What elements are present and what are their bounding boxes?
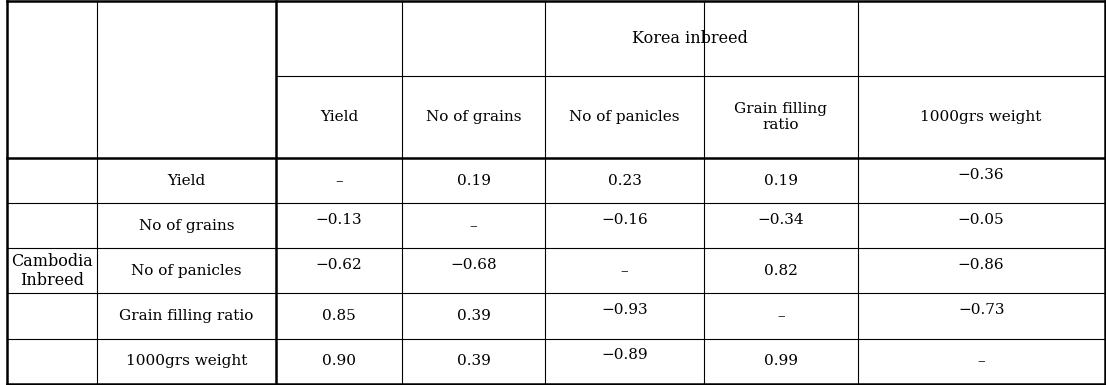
Text: –: – — [620, 264, 628, 278]
Text: 0.85: 0.85 — [322, 309, 356, 323]
Text: −0.62: −0.62 — [315, 258, 363, 272]
Text: −0.16: −0.16 — [601, 213, 648, 227]
Text: 0.19: 0.19 — [764, 174, 797, 187]
Text: Korea inbreed: Korea inbreed — [633, 30, 749, 47]
Text: 0.99: 0.99 — [764, 354, 797, 368]
Text: Yield: Yield — [320, 110, 358, 124]
Text: 1000grs weight: 1000grs weight — [920, 110, 1042, 124]
Text: 0.19: 0.19 — [457, 174, 491, 187]
Text: −0.13: −0.13 — [316, 213, 363, 227]
Text: Grain filling
ratio: Grain filling ratio — [734, 102, 827, 132]
Text: No of panicles: No of panicles — [570, 110, 680, 124]
Text: −0.86: −0.86 — [958, 258, 1004, 272]
Text: −0.34: −0.34 — [758, 213, 804, 227]
Text: Yield: Yield — [167, 174, 206, 187]
Text: 0.39: 0.39 — [457, 309, 490, 323]
Text: Cambodia
Inbreed: Cambodia Inbreed — [11, 253, 93, 289]
Text: 1000grs weight: 1000grs weight — [126, 354, 248, 368]
Text: −0.05: −0.05 — [958, 213, 1004, 227]
Text: –: – — [978, 354, 985, 368]
Text: –: – — [335, 174, 343, 187]
Text: −0.89: −0.89 — [602, 348, 648, 362]
Text: Grain filling ratio: Grain filling ratio — [119, 309, 253, 323]
Text: 0.39: 0.39 — [457, 354, 490, 368]
Text: 0.82: 0.82 — [764, 264, 797, 278]
Text: No of grains: No of grains — [426, 110, 521, 124]
Text: No of panicles: No of panicles — [132, 264, 242, 278]
Text: –: – — [470, 219, 478, 233]
Text: 0.90: 0.90 — [322, 354, 356, 368]
Text: −0.73: −0.73 — [958, 303, 1004, 317]
Text: −0.68: −0.68 — [450, 258, 497, 272]
Text: No of grains: No of grains — [139, 219, 234, 233]
Text: −0.36: −0.36 — [958, 168, 1004, 182]
Text: –: – — [778, 309, 784, 323]
Text: −0.93: −0.93 — [602, 303, 648, 317]
Text: 0.23: 0.23 — [607, 174, 641, 187]
